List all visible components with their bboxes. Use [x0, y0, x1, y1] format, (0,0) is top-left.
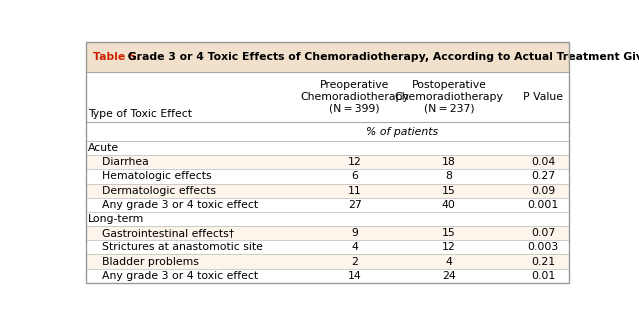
Bar: [86, 240, 569, 254]
Bar: [86, 141, 569, 155]
Bar: [86, 254, 569, 269]
Text: 0.04: 0.04: [531, 157, 555, 167]
Text: Preoperative
Chemoradiotherapy
(N = 399): Preoperative Chemoradiotherapy (N = 399): [300, 80, 409, 114]
Bar: [86, 226, 569, 240]
Text: 8: 8: [445, 172, 452, 182]
Text: Bladder problems: Bladder problems: [88, 257, 199, 267]
Bar: [86, 184, 569, 198]
Text: P Value: P Value: [523, 92, 563, 102]
Text: 27: 27: [348, 200, 362, 210]
Text: Any grade 3 or 4 toxic effect: Any grade 3 or 4 toxic effect: [88, 271, 258, 281]
Text: 0.27: 0.27: [531, 172, 555, 182]
Text: Grade 3 or 4 Toxic Effects of Chemoradiotherapy, According to Actual Treatment G: Grade 3 or 4 Toxic Effects of Chemoradio…: [124, 52, 639, 62]
Text: Strictures at anastomotic site: Strictures at anastomotic site: [88, 242, 263, 252]
Text: 0.003: 0.003: [527, 242, 558, 252]
Text: Dermatologic effects: Dermatologic effects: [88, 186, 216, 196]
Text: Postoperative
Chemoradiotherapy
(N = 237): Postoperative Chemoradiotherapy (N = 237…: [394, 80, 504, 114]
Text: 18: 18: [442, 157, 456, 167]
Text: 4: 4: [445, 257, 452, 267]
Text: 40: 40: [442, 200, 456, 210]
Text: % of patients: % of patients: [366, 127, 438, 137]
Text: Gastrointestinal effects†: Gastrointestinal effects†: [88, 228, 235, 238]
Text: 0.001: 0.001: [527, 200, 558, 210]
Text: Diarrhea: Diarrhea: [88, 157, 149, 167]
Text: 14: 14: [348, 271, 362, 281]
Text: 11: 11: [348, 186, 362, 196]
Text: 0.01: 0.01: [531, 271, 555, 281]
Bar: [86, 269, 569, 283]
Text: 15: 15: [442, 228, 456, 238]
Text: 4: 4: [351, 242, 358, 252]
Bar: [86, 122, 569, 141]
Text: 0.09: 0.09: [531, 186, 555, 196]
Bar: [86, 169, 569, 184]
Text: Hematologic effects: Hematologic effects: [88, 172, 212, 182]
Text: 6: 6: [351, 172, 358, 182]
Text: Acute: Acute: [88, 143, 119, 153]
Text: 0.07: 0.07: [531, 228, 555, 238]
Bar: [86, 198, 569, 212]
Text: 9: 9: [351, 228, 358, 238]
Bar: [86, 43, 569, 71]
Text: 15: 15: [442, 186, 456, 196]
Bar: [86, 212, 569, 226]
Text: Table 5.: Table 5.: [93, 52, 141, 62]
Text: Long-term: Long-term: [88, 214, 144, 224]
Text: Any grade 3 or 4 toxic effect: Any grade 3 or 4 toxic effect: [88, 200, 258, 210]
Bar: [86, 155, 569, 169]
Bar: [86, 71, 569, 122]
Text: 0.21: 0.21: [531, 257, 555, 267]
Text: 12: 12: [348, 157, 362, 167]
Text: 12: 12: [442, 242, 456, 252]
Text: 2: 2: [351, 257, 358, 267]
Text: Type of Toxic Effect: Type of Toxic Effect: [88, 109, 192, 119]
Text: 24: 24: [442, 271, 456, 281]
